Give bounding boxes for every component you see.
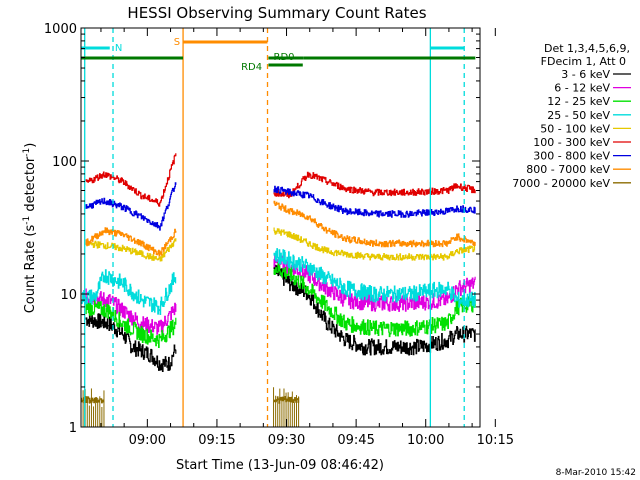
- series-line-0: [273, 263, 476, 356]
- legend-label: 100 - 300 keV: [533, 136, 610, 149]
- series-line-1: [85, 288, 177, 335]
- flag-label-rd4: RD4: [241, 62, 262, 73]
- series-line-5: [273, 171, 476, 199]
- series-line-7: [273, 200, 476, 248]
- legend: Det 1,3,4,5,6,9, FDecim 1, Att 0 3 - 6 k…: [512, 42, 631, 190]
- legend-label: 12 - 25 keV: [547, 95, 610, 108]
- series-line-3: [273, 248, 476, 308]
- x-tick-label: 09:45: [337, 433, 374, 448]
- chart-title: HESSI Observing Summary Count Rates: [127, 4, 426, 22]
- legend-label: 7000 - 20000 keV: [512, 177, 610, 190]
- flag-label-n: N: [115, 43, 122, 54]
- x-tick-label: 09:30: [268, 433, 305, 448]
- legend-label: 800 - 7000 keV: [526, 163, 610, 176]
- y-tick-label: 100: [52, 155, 77, 170]
- series-line-6: [273, 185, 476, 218]
- footer-timestamp: 8-Mar-2010 15:42: [556, 468, 636, 478]
- series-line-2: [273, 261, 476, 338]
- x-tick-label: 09:15: [198, 433, 235, 448]
- legend-header-1: Det 1,3,4,5,6,9,: [544, 42, 630, 55]
- legend-label: 3 - 6 keV: [561, 68, 610, 81]
- series-line-0: [85, 313, 177, 372]
- x-tick-label: 10:15: [477, 433, 514, 448]
- y-tick-label: 10: [60, 288, 77, 303]
- y-axis-label: Count Rate (s-1 detector-1): [22, 143, 38, 314]
- flag-label-rd0: RD0: [274, 52, 295, 63]
- legend-label: 6 - 12 keV: [554, 82, 610, 95]
- y-tick-label: 1: [69, 421, 77, 436]
- x-tick-label: 10:00: [407, 433, 444, 448]
- series-line-2: [85, 300, 177, 348]
- flag-label-s: S: [174, 37, 180, 48]
- series-line-6: [85, 182, 177, 231]
- legend-label: 50 - 100 keV: [540, 122, 610, 135]
- x-axis-label: Start Time (13-Jun-09 08:46:42): [176, 458, 384, 473]
- series-line-5: [85, 153, 177, 207]
- series-line-7: [85, 227, 177, 257]
- x-tick-label: 09:00: [129, 433, 166, 448]
- series-line-4: [273, 227, 476, 261]
- y-tick-label: 1000: [44, 22, 77, 37]
- legend-label: 25 - 50 keV: [547, 109, 610, 122]
- legend-label: 300 - 800 keV: [533, 150, 610, 163]
- series-line-4: [85, 238, 177, 262]
- plot-frame: [80, 27, 481, 428]
- legend-header-2: FDecim 1, Att 0: [541, 55, 626, 68]
- series-line-3: [81, 269, 177, 315]
